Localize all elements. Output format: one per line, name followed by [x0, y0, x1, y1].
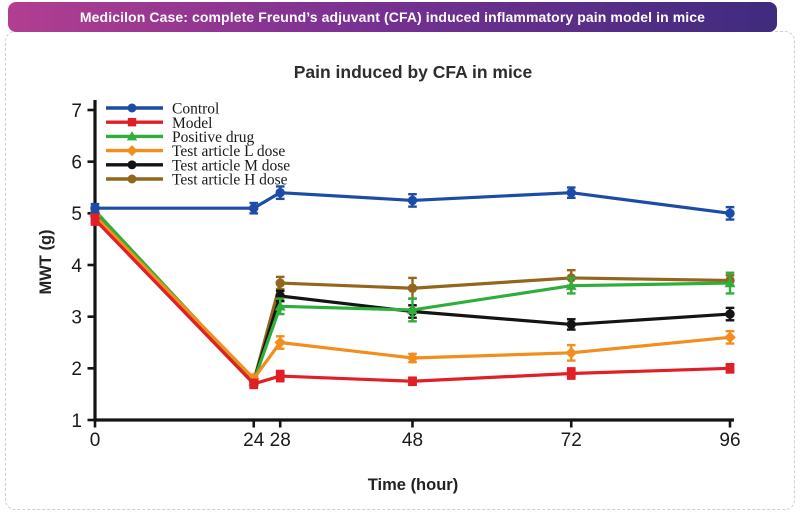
x-tick-label: 96 [719, 430, 740, 451]
axes-layer: 1 2 3 4 5 6 7 0 24 28 48 72 96 [71, 100, 741, 451]
y-tick-label: 4 [71, 256, 82, 277]
legend-label: Model [172, 115, 212, 132]
y-tick-label: 7 [71, 101, 82, 122]
y-tick-label: 6 [71, 153, 82, 174]
legend-label: Test article H dose [172, 172, 288, 189]
legend-label: Test article L dose [172, 143, 285, 160]
y-axis-label: MWT (g) [37, 229, 55, 294]
series-layer [89, 185, 736, 390]
y-tick-label: 3 [71, 308, 82, 329]
y-tick-label: 2 [71, 359, 82, 380]
banner-title: Medicilon Case: complete Freund’s adjuva… [79, 9, 706, 25]
case-card [5, 31, 795, 510]
y-tick-label: 1 [71, 411, 82, 432]
legend-item-control: Control [106, 101, 219, 118]
series-model [90, 213, 735, 390]
legend-item-test-article-l-dose: Test article L dose [106, 143, 285, 160]
x-tick-label: 28 [270, 430, 291, 451]
chart-title: Pain induced by CFA in mice [294, 62, 533, 82]
legend-label: Control [172, 101, 219, 118]
legend-item-positive-drug: Positive drug [106, 129, 254, 146]
series-control [90, 185, 735, 221]
x-tick-label: 48 [402, 430, 423, 451]
legend-item-test-article-h-dose: Test article H dose [106, 172, 288, 189]
x-tick-label: 24 [243, 430, 265, 451]
x-axis-label: Time (hour) [368, 476, 458, 494]
legend-label: Test article M dose [172, 157, 290, 174]
x-tick-label: 0 [90, 430, 101, 451]
legend-item-model: Model [106, 115, 212, 132]
case-banner: Medicilon Case: complete Freund’s adjuva… [8, 2, 777, 32]
legend-item-test-article-m-dose: Test article M dose [106, 157, 290, 174]
y-tick-label: 5 [71, 204, 82, 225]
x-tick-label: 72 [561, 430, 582, 451]
legend-label: Positive drug [172, 129, 254, 146]
